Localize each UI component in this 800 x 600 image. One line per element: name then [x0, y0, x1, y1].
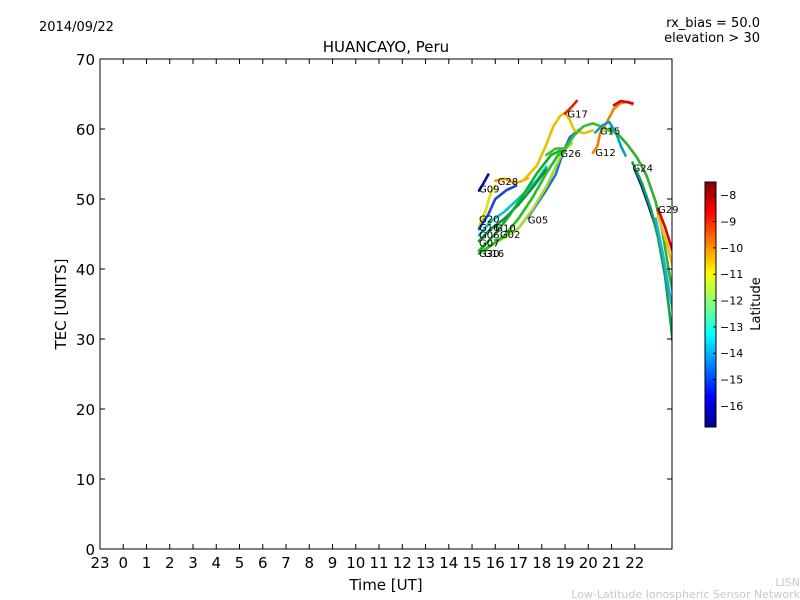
- sat-label-g12: G12: [595, 148, 615, 159]
- colorbar-tick-label: −14: [720, 347, 743, 360]
- info-line-rx-bias: rx_bias = 50.0: [666, 16, 760, 31]
- x-tick-label: 10: [346, 554, 365, 572]
- x-tick-label: 4: [211, 554, 221, 572]
- sat-label-g24: G24: [633, 164, 653, 175]
- series-line-g24: [607, 127, 672, 295]
- x-axis-label: Time [UT]: [348, 576, 422, 594]
- x-tick-label: 23: [90, 554, 109, 572]
- x-tick-label: 9: [328, 554, 338, 572]
- sat-label-g07: G07: [479, 238, 499, 249]
- series-layer: [477, 99, 672, 348]
- sat-label-g16: G16: [484, 249, 504, 260]
- y-ticks: 0 10 20 30 40 50 60 70: [76, 51, 672, 559]
- colorbar-gradient: [704, 181, 717, 428]
- sat-label-g29: G29: [658, 205, 678, 216]
- x-tick-label: 11: [369, 554, 388, 572]
- x-tick-label: 21: [602, 554, 621, 572]
- sat-label-g02: G02: [500, 230, 520, 241]
- x-tick-label: 0: [118, 554, 128, 572]
- series-line-g29: [656, 207, 672, 255]
- x-tick-label: 8: [304, 554, 314, 572]
- x-tick-label: 5: [235, 554, 245, 572]
- sat-label-g17: G17: [567, 110, 587, 121]
- y-tick-label: 30: [76, 331, 95, 349]
- y-tick-label: 0: [85, 541, 95, 559]
- x-tick-label: 17: [509, 554, 528, 572]
- x-tick-label: 1: [142, 554, 152, 572]
- series-line-g24e: [654, 217, 672, 314]
- x-tick-label: 16: [486, 554, 505, 572]
- y-axis-label: TEC [UNITS]: [52, 259, 70, 351]
- watermark-line-1: LISN: [775, 576, 800, 589]
- x-tick-label: 3: [188, 554, 198, 572]
- series-line-g17b: [563, 99, 578, 115]
- x-tick-label: 14: [439, 554, 458, 572]
- x-tick-label: 2: [165, 554, 175, 572]
- colorbar: −8 −9 −10 −11 −12 −13 −14 −15 −16 Latitude: [704, 181, 764, 428]
- y-tick-label: 10: [76, 471, 95, 489]
- series-line-g30: [477, 149, 562, 253]
- y-tick-label: 50: [76, 191, 95, 209]
- colorbar-ticks: −8 −9 −10 −11 −12 −13 −14 −15 −16: [713, 189, 743, 413]
- date-label: 2014/09/22: [39, 20, 114, 35]
- colorbar-tick-label: −13: [720, 321, 743, 334]
- y-tick-label: 70: [76, 51, 95, 69]
- x-tick-label: 6: [258, 554, 268, 572]
- sat-label-g30: G30: [479, 249, 499, 260]
- watermark-line-2: Low-Latitude Ionospheric Sensor Network: [571, 588, 800, 600]
- colorbar-tick-label: −8: [720, 189, 736, 202]
- series-line-g10: [477, 184, 518, 231]
- series-line-g24d: [656, 214, 672, 269]
- colorbar-tick-label: −11: [720, 268, 743, 281]
- colorbar-tick-label: −10: [720, 242, 743, 255]
- series-line-g12b: [612, 99, 634, 107]
- series-line-g15: [594, 120, 627, 157]
- colorbar-tick-label: −15: [720, 374, 743, 387]
- x-tick-label: 13: [416, 554, 435, 572]
- y-tick-label: 60: [76, 121, 95, 139]
- colorbar-tick-label: −12: [720, 295, 743, 308]
- sat-label-g28: G28: [498, 177, 518, 188]
- x-tick-label: 15: [462, 554, 481, 572]
- sat-label-g16: G16: [479, 223, 499, 234]
- x-tick-label: 18: [532, 554, 551, 572]
- series-line-g20: [477, 184, 497, 229]
- x-tick-label: 7: [281, 554, 291, 572]
- colorbar-tick-label: −16: [720, 400, 743, 413]
- sat-label-g06: G06: [479, 231, 499, 242]
- y-tick-label: 40: [76, 261, 95, 279]
- colorbar-tick-label: −9: [720, 216, 736, 229]
- sat-label-g09: G09: [479, 185, 499, 196]
- series-line-g24c: [631, 161, 672, 348]
- sat-label-g05: G05: [528, 215, 548, 226]
- sat-label-g26: G26: [560, 149, 580, 160]
- chart-title: HUANCAYO, Peru: [323, 38, 449, 56]
- series-line-g07: [477, 150, 567, 255]
- x-tick-label: 19: [555, 554, 574, 572]
- series-line-g09: [477, 173, 490, 192]
- plot-frame: [99, 58, 673, 550]
- x-ticks: 23 0 1 2 3 4 5 6 7 8 9 10 11 12 13 14 15 16 17 18 19 20 21 22: [90, 59, 644, 572]
- info-line-elevation: elevation > 30: [664, 31, 760, 46]
- x-tick-label: 22: [625, 554, 644, 572]
- colorbar-label: Latitude: [749, 277, 764, 331]
- x-tick-label: 12: [393, 554, 412, 572]
- sat-label-g15: G15: [600, 126, 620, 137]
- x-tick-label: 20: [579, 554, 598, 572]
- sat-label-g20: G20: [479, 215, 499, 226]
- y-tick-label: 20: [76, 401, 95, 419]
- sat-label-g10: G10: [495, 224, 515, 235]
